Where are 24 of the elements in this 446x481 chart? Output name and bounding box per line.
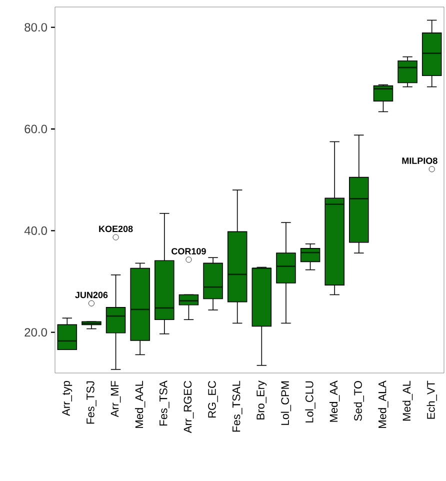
x-tick-label: Med_AL [402,380,413,421]
y-tick-label: 40.0 [24,226,48,235]
y-tick-label: 80.0 [24,23,48,32]
x-tick-label: Arr_typ [62,380,72,416]
x-tick-label: Med_AA [330,380,340,422]
x-tick-label: Lol_CLU [305,381,316,422]
x-tick-label: Ech_VT [426,380,437,419]
annotation: KOE208 [99,226,133,232]
x-tick-label: Fes_TSA [159,380,170,426]
x-tick-label: Med_ALA [378,380,388,428]
annotation: JUN206 [75,292,108,298]
x-tick-label: Fes_TSJ [86,381,96,424]
x-tick-label: Arr_RGEC [184,380,194,434]
x-tick-label: Fes_TSAL [232,380,242,432]
x-tick-label: Bro_Ery [256,380,267,420]
x-tick-label: Arr_MF [110,380,121,418]
y-tick-label: 60.0 [24,124,48,134]
annotation: MILPIO8 [402,158,438,164]
x-tick-label: Sed_TO [354,381,364,421]
x-tick-label: Med_AAL [135,380,146,428]
x-tick-label: Lol_CPM [280,381,292,425]
x-tick-label: RG_EC [208,380,218,418]
annotation: COR109 [172,248,206,254]
y-tick-label: 20.0 [24,328,48,337]
